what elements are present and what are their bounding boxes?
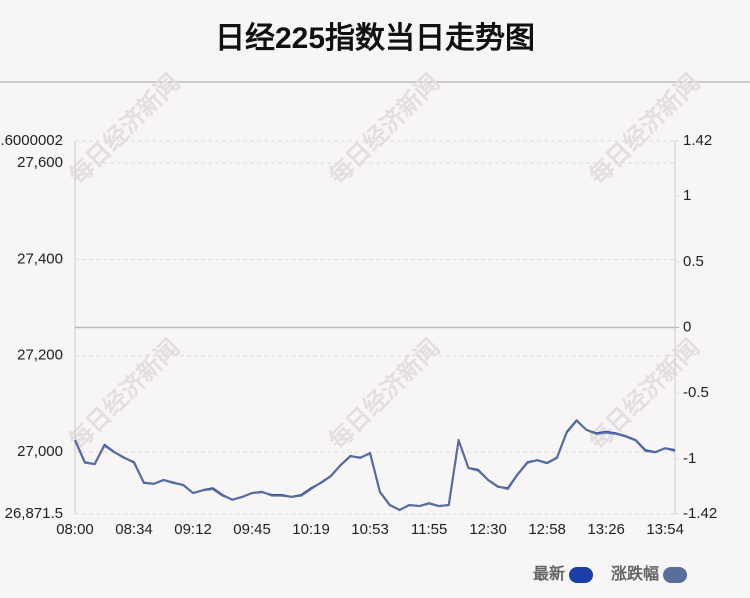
watermark: 每日经济新闻 [64, 69, 186, 191]
x-tick-label: 12:58 [528, 521, 566, 538]
y2-tick-label: -1 [683, 450, 696, 467]
x-tick-label: 09:12 [174, 521, 212, 538]
series-line [74, 419, 676, 512]
y2-tick-label: 1 [683, 187, 691, 204]
legend: 最新 涨跌幅 [533, 564, 688, 583]
legend-label: 最新 [533, 564, 565, 583]
watermark: 每日经济新闻 [324, 69, 446, 191]
series-line [74, 419, 676, 511]
watermark: 每日经济新闻 [64, 334, 186, 456]
y-tick-label: 27,000 [17, 443, 63, 460]
x-tick-label: 09:45 [233, 521, 271, 538]
tick-labels: 26,871.5 27,000 27,200 27,400 27,600 27,645.6… [0, 132, 717, 538]
lines [74, 419, 676, 512]
x-tick-label: 08:00 [56, 521, 94, 538]
legend-swatch [569, 567, 594, 583]
y-tick-label: 26,871.5 [5, 505, 63, 522]
y2-tick-label: -1.42 [683, 505, 717, 522]
y2-tick-label: 0.5 [683, 253, 704, 270]
x-tick-label: 11:55 [411, 521, 447, 538]
x-tick-label: 13:54 [646, 521, 684, 538]
x-tick-label: 13:26 [587, 521, 625, 538]
x-tick-label: 08:34 [115, 521, 153, 538]
y2-tick-label: 0 [683, 318, 691, 335]
chart-title: 日经225指数当日走势图 [215, 21, 535, 55]
watermark: 每日经济新闻 [584, 69, 706, 191]
x-tick-label: 10:19 [292, 521, 330, 538]
y2-tick-label: -0.5 [683, 384, 709, 401]
x-tick-label: 12:30 [469, 521, 507, 538]
watermark: 每日经济新闻 [324, 334, 446, 456]
grid [74, 140, 679, 515]
legend-label: 涨跌幅 [611, 564, 659, 583]
y-tick-label: 27,600 [17, 154, 63, 171]
y2-tick-label: 1.42 [683, 132, 712, 149]
x-tick-label: 10:53 [351, 521, 389, 538]
legend-swatch [663, 567, 688, 583]
y-tick-label: 27,200 [17, 347, 63, 364]
y-tick-label: 27,400 [17, 250, 63, 267]
y-tick-label: 27,645.6000002 [0, 132, 63, 149]
